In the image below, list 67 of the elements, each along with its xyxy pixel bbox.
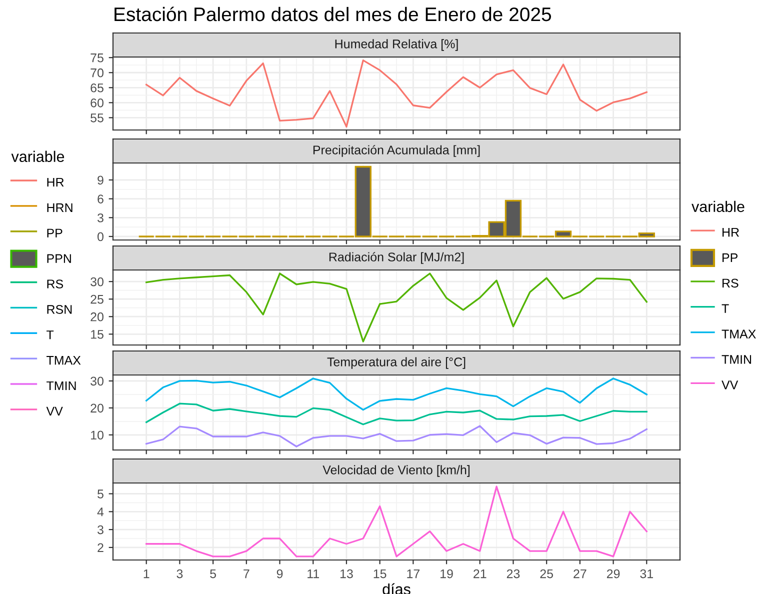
y-tick-label: 65	[90, 83, 104, 92]
x-tick-label: 13	[340, 569, 353, 578]
line-series	[146, 402, 648, 426]
y-tick-label: 3	[98, 525, 104, 534]
legend-label: TMIN	[722, 355, 752, 364]
x-tick-label: 5	[210, 569, 216, 578]
x-tick-label: 23	[506, 569, 520, 578]
line-series	[146, 378, 648, 411]
y-tick-label: 9	[98, 176, 104, 185]
y-tick-label: 3	[98, 213, 104, 222]
x-tick-label: 3	[176, 569, 183, 578]
y-tick-label: 20	[90, 404, 104, 413]
y-tick-label: 6	[98, 194, 104, 204]
legend-label: TMAX	[722, 330, 756, 338]
y-tick-label: 0	[98, 232, 104, 242]
x-tick-label: 11	[308, 569, 319, 578]
y-tick-label: 75	[90, 54, 104, 62]
legend-label: RS	[722, 278, 738, 288]
chart-title: Radiación Solar [MJ/m2]	[329, 252, 464, 264]
legend-label: HRN	[47, 203, 72, 212]
line-series	[146, 59, 648, 128]
chart-title: Velocidad de Viento [km/h]	[322, 465, 470, 477]
x-tick-label: 31	[640, 569, 653, 578]
y-tick-label: 55	[90, 114, 104, 122]
y-tick-label: 70	[90, 68, 104, 78]
chart-title: Precipitación Acumulada [mm]	[313, 145, 480, 157]
legend-label: RS	[47, 280, 64, 288]
text: Estación Palermo datos del mes de Enero de 2025	[114, 6, 552, 22]
y-tick-label: 15	[91, 330, 104, 339]
y-tick-label: 20	[90, 312, 104, 322]
x-tick-label: 27	[574, 569, 586, 578]
y-tick-label: 2	[98, 543, 104, 552]
x-tick-label: 9	[276, 569, 283, 578]
legend-label: T	[46, 330, 54, 340]
x-tick-label: 15	[374, 569, 386, 578]
legend-label: HR	[47, 178, 64, 187]
legend-title: variable	[11, 150, 64, 162]
legend-label: PP	[722, 253, 738, 262]
line-series	[146, 425, 648, 448]
chart-title: Humedad Relativa [%]	[335, 39, 458, 51]
legend-label: PPN	[47, 254, 71, 263]
x-tick-label: 7	[244, 569, 250, 578]
x-tick-label: 21	[474, 569, 486, 578]
legend-label: VV	[722, 380, 738, 390]
x-tick-label: 1	[144, 569, 150, 578]
y-tick-label: 30	[90, 376, 104, 386]
legend-label: TMIN	[46, 381, 76, 390]
y-tick-label: 4	[97, 508, 104, 516]
line-series	[146, 272, 648, 342]
legend-label: TMAX	[46, 356, 81, 365]
legend-label: T	[722, 304, 729, 313]
legend-label: VV	[46, 406, 63, 416]
x-tick-label: 25	[540, 569, 554, 578]
y-tick-label: 5	[98, 490, 104, 498]
x-tick-label: 19	[440, 569, 453, 578]
legend-label: HR	[722, 228, 739, 237]
y-tick-label: 10	[91, 430, 104, 440]
line-series	[146, 486, 648, 558]
y-tick-label: 30	[90, 277, 104, 286]
x-tick-label: 17	[407, 569, 420, 578]
legend-label: RSN	[47, 305, 72, 314]
y-tick-label: 25	[90, 294, 104, 304]
x-tick-label: 29	[606, 569, 620, 578]
legend-title: variable	[692, 200, 744, 212]
legend-label: PP	[47, 228, 62, 238]
y-tick-label: 60	[90, 98, 104, 108]
chart-title: Temperatura del aire [°C]	[327, 357, 466, 369]
